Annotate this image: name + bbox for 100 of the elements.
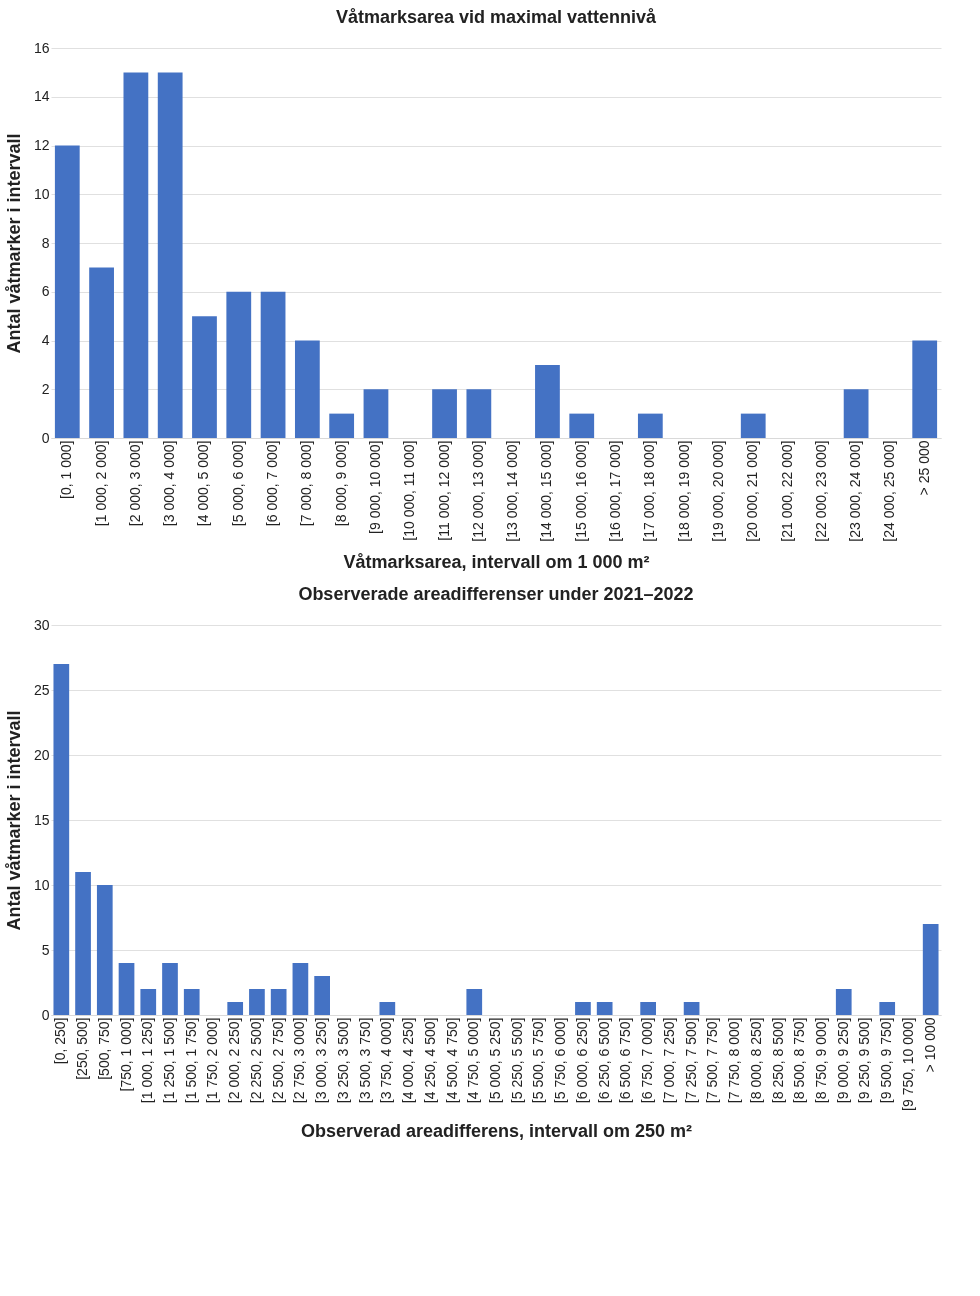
- bar: [226, 291, 252, 438]
- x-tick-label: [1 000, 2 000]: [92, 440, 109, 527]
- x-tick-label: > 25 000: [915, 440, 932, 496]
- y-tick-label: 6: [41, 283, 50, 300]
- x-tick-label: [1 250, 1 500]: [160, 1017, 177, 1104]
- bar: [835, 989, 852, 1015]
- x-tick-label: [9 000, 10 000]: [366, 440, 383, 534]
- y-tick-label: 16: [33, 39, 50, 56]
- x-tick-label: [7 000, 7 250]: [660, 1017, 677, 1104]
- bar: [53, 664, 70, 1015]
- bar: [466, 989, 483, 1015]
- x-axis-title: Våtmarksarea, intervall om 1 000 m²: [343, 551, 650, 572]
- x-tick-label: [7 250, 7 500]: [682, 1017, 699, 1104]
- y-tick-label: 30: [33, 616, 50, 633]
- x-tick-label: [15 000, 16 000]: [572, 440, 589, 542]
- bar: [329, 413, 355, 438]
- x-tick-label: [6 750, 7 000]: [639, 1017, 656, 1104]
- y-tick-label: 0: [41, 1006, 50, 1023]
- x-tick-label: [14 000, 15 000]: [538, 440, 555, 542]
- x-tick-label: [1 750, 2 000]: [204, 1017, 221, 1104]
- bar: [640, 1002, 656, 1015]
- x-tick-label: [11 000, 12 000]: [435, 440, 452, 541]
- x-tick-label: [7 000, 8 000]: [298, 440, 315, 527]
- bar: [596, 1002, 613, 1015]
- x-tick-label: [8 000, 8 250]: [747, 1017, 764, 1104]
- bar: [294, 340, 320, 438]
- x-tick-label: [4 500, 4 750]: [443, 1017, 460, 1104]
- x-tick-label: [21 000, 22 000]: [778, 440, 795, 542]
- x-tick-label: [20 000, 21 000]: [744, 440, 761, 542]
- bar: [270, 989, 287, 1015]
- x-tick-label: [5 000, 5 250]: [487, 1017, 503, 1104]
- x-tick-label: [1 500, 1 750]: [182, 1017, 199, 1104]
- x-tick-label: [4 000, 4 250]: [400, 1017, 417, 1104]
- x-tick-label: [16 000, 17 000]: [607, 440, 624, 542]
- bar: [118, 963, 135, 1015]
- x-tick-label: [2 000, 3 000]: [126, 440, 143, 527]
- x-tick-label: [8 500, 8 750]: [791, 1017, 808, 1104]
- bar: [922, 924, 939, 1015]
- y-tick-label: 8: [41, 234, 50, 251]
- x-tick-label: [6 000, 6 250]: [573, 1017, 590, 1104]
- x-tick-label: [6 250, 6 500]: [595, 1017, 612, 1104]
- bar: [249, 989, 265, 1015]
- bar: [575, 1002, 591, 1015]
- x-tick-label: [2 000, 2 250]: [226, 1017, 243, 1104]
- x-tick-label: [2 500, 2 750]: [269, 1017, 286, 1104]
- x-tick-label: [10 000, 11 000]: [401, 440, 418, 541]
- x-tick-label: [8 000, 9 000]: [332, 440, 349, 527]
- y-tick-label: 20: [33, 746, 50, 763]
- bar: [363, 389, 389, 438]
- x-tick-label: [13 000, 14 000]: [504, 440, 521, 542]
- y-tick-label: 4: [41, 332, 50, 348]
- x-tick-label: [8 750, 9 000]: [813, 1017, 830, 1104]
- bar: [157, 72, 183, 438]
- x-tick-label: [3 500, 3 750]: [356, 1017, 373, 1104]
- y-tick-label: 0: [41, 429, 50, 446]
- bar: [89, 267, 114, 438]
- bar: [54, 145, 80, 438]
- x-tick-label: [24 000, 25 000]: [881, 440, 898, 542]
- x-tick-label: [12 000, 13 000]: [469, 440, 486, 542]
- bar: [879, 1002, 896, 1015]
- x-tick-label: [5 750, 6 000]: [552, 1017, 569, 1104]
- x-tick-label: [750, 1 000]: [117, 1017, 134, 1092]
- bar: [96, 885, 113, 1015]
- bar: [432, 389, 457, 438]
- bar: [227, 1002, 244, 1015]
- bar: [466, 389, 492, 438]
- bar: [740, 413, 766, 438]
- x-tick-label: [9 500, 9 750]: [878, 1017, 895, 1104]
- chart-title: Våtmarksarea vid maximal vattennivå: [335, 7, 658, 27]
- bar: [569, 413, 595, 438]
- y-tick-label: 10: [33, 876, 50, 893]
- x-tick-label: [3 000, 4 000]: [161, 440, 178, 527]
- bar: [75, 872, 91, 1015]
- y-tick-label: 14: [33, 88, 50, 105]
- x-tick-label: [5 000, 6 000]: [229, 440, 246, 527]
- x-tick-label: [17 000, 18 000]: [641, 440, 658, 542]
- x-tick-label: [18 000, 19 000]: [675, 440, 692, 542]
- x-tick-label: [7 750, 8 000]: [726, 1017, 743, 1104]
- x-tick-label: [5 500, 5 750]: [530, 1017, 547, 1104]
- x-tick-label: [2 250, 2 500]: [247, 1017, 264, 1104]
- bar: [379, 1002, 396, 1015]
- x-tick-label: [3 000, 3 250]: [313, 1017, 330, 1104]
- y-tick-label: 5: [41, 941, 50, 958]
- x-tick-label: [8 250, 8 500]: [769, 1017, 786, 1104]
- x-tick-label: [6 000, 7 000]: [264, 440, 281, 527]
- x-tick-label: [1 000, 1 250]: [139, 1017, 156, 1104]
- x-tick-label: [9 750, 10 000]: [899, 1017, 916, 1111]
- x-tick-label: [19 000, 20 000]: [709, 440, 726, 542]
- bar: [314, 976, 330, 1015]
- y-tick-label: 10: [33, 185, 50, 202]
- x-tick-label: [6 500, 6 750]: [617, 1017, 634, 1104]
- y-axis-title: Antal våtmarker i intervall: [3, 133, 24, 354]
- bar: [123, 72, 149, 438]
- bar: [183, 989, 200, 1015]
- bar: [637, 413, 663, 438]
- x-tick-label: [4 250, 4 500]: [421, 1017, 438, 1104]
- x-tick-label: [0, 1 000]: [58, 440, 75, 499]
- x-axis-title: Observerad areadifferens, intervall om 250 m²: [300, 1120, 693, 1141]
- x-tick-label: [9 250, 9 500]: [856, 1017, 873, 1104]
- y-tick-label: 12: [33, 137, 50, 153]
